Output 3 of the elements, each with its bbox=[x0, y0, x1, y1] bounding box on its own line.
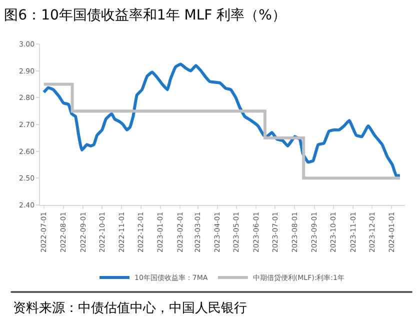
line-series bbox=[42, 62, 402, 177]
chart-title: 图6：10年国债收益率和1年 MLF 利率（%） bbox=[4, 8, 286, 24]
text: 资料来源：中债估值中心，中国人民银行 bbox=[13, 300, 247, 316]
